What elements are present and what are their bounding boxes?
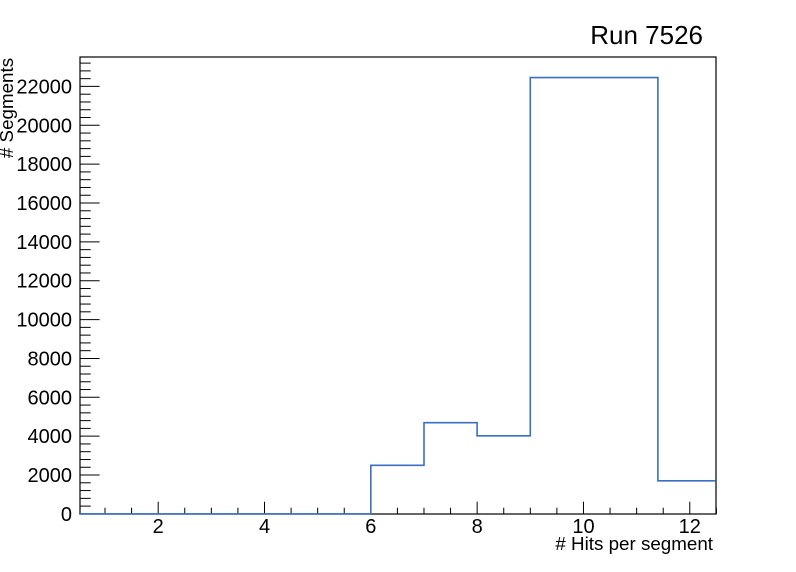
svg-text:16000: 16000 — [16, 193, 72, 215]
svg-text:4000: 4000 — [28, 426, 73, 448]
svg-text:2: 2 — [153, 516, 164, 538]
svg-text:6: 6 — [365, 516, 376, 538]
svg-text:10000: 10000 — [16, 310, 72, 332]
svg-text:10: 10 — [572, 516, 594, 538]
svg-text:18000: 18000 — [16, 154, 72, 176]
svg-text:8: 8 — [472, 516, 483, 538]
svg-text:Run 7526: Run 7526 — [590, 20, 703, 50]
svg-text:12: 12 — [679, 516, 701, 538]
svg-text:12000: 12000 — [16, 271, 72, 293]
svg-text:6000: 6000 — [28, 387, 73, 409]
svg-text:20000: 20000 — [16, 115, 72, 137]
svg-text:# Segments: # Segments — [0, 58, 17, 158]
svg-text:2000: 2000 — [28, 465, 73, 487]
svg-text:8000: 8000 — [28, 348, 73, 370]
svg-text:4: 4 — [259, 516, 270, 538]
svg-text:22000: 22000 — [16, 76, 72, 98]
svg-text:0: 0 — [61, 504, 72, 526]
svg-text:14000: 14000 — [16, 232, 72, 254]
